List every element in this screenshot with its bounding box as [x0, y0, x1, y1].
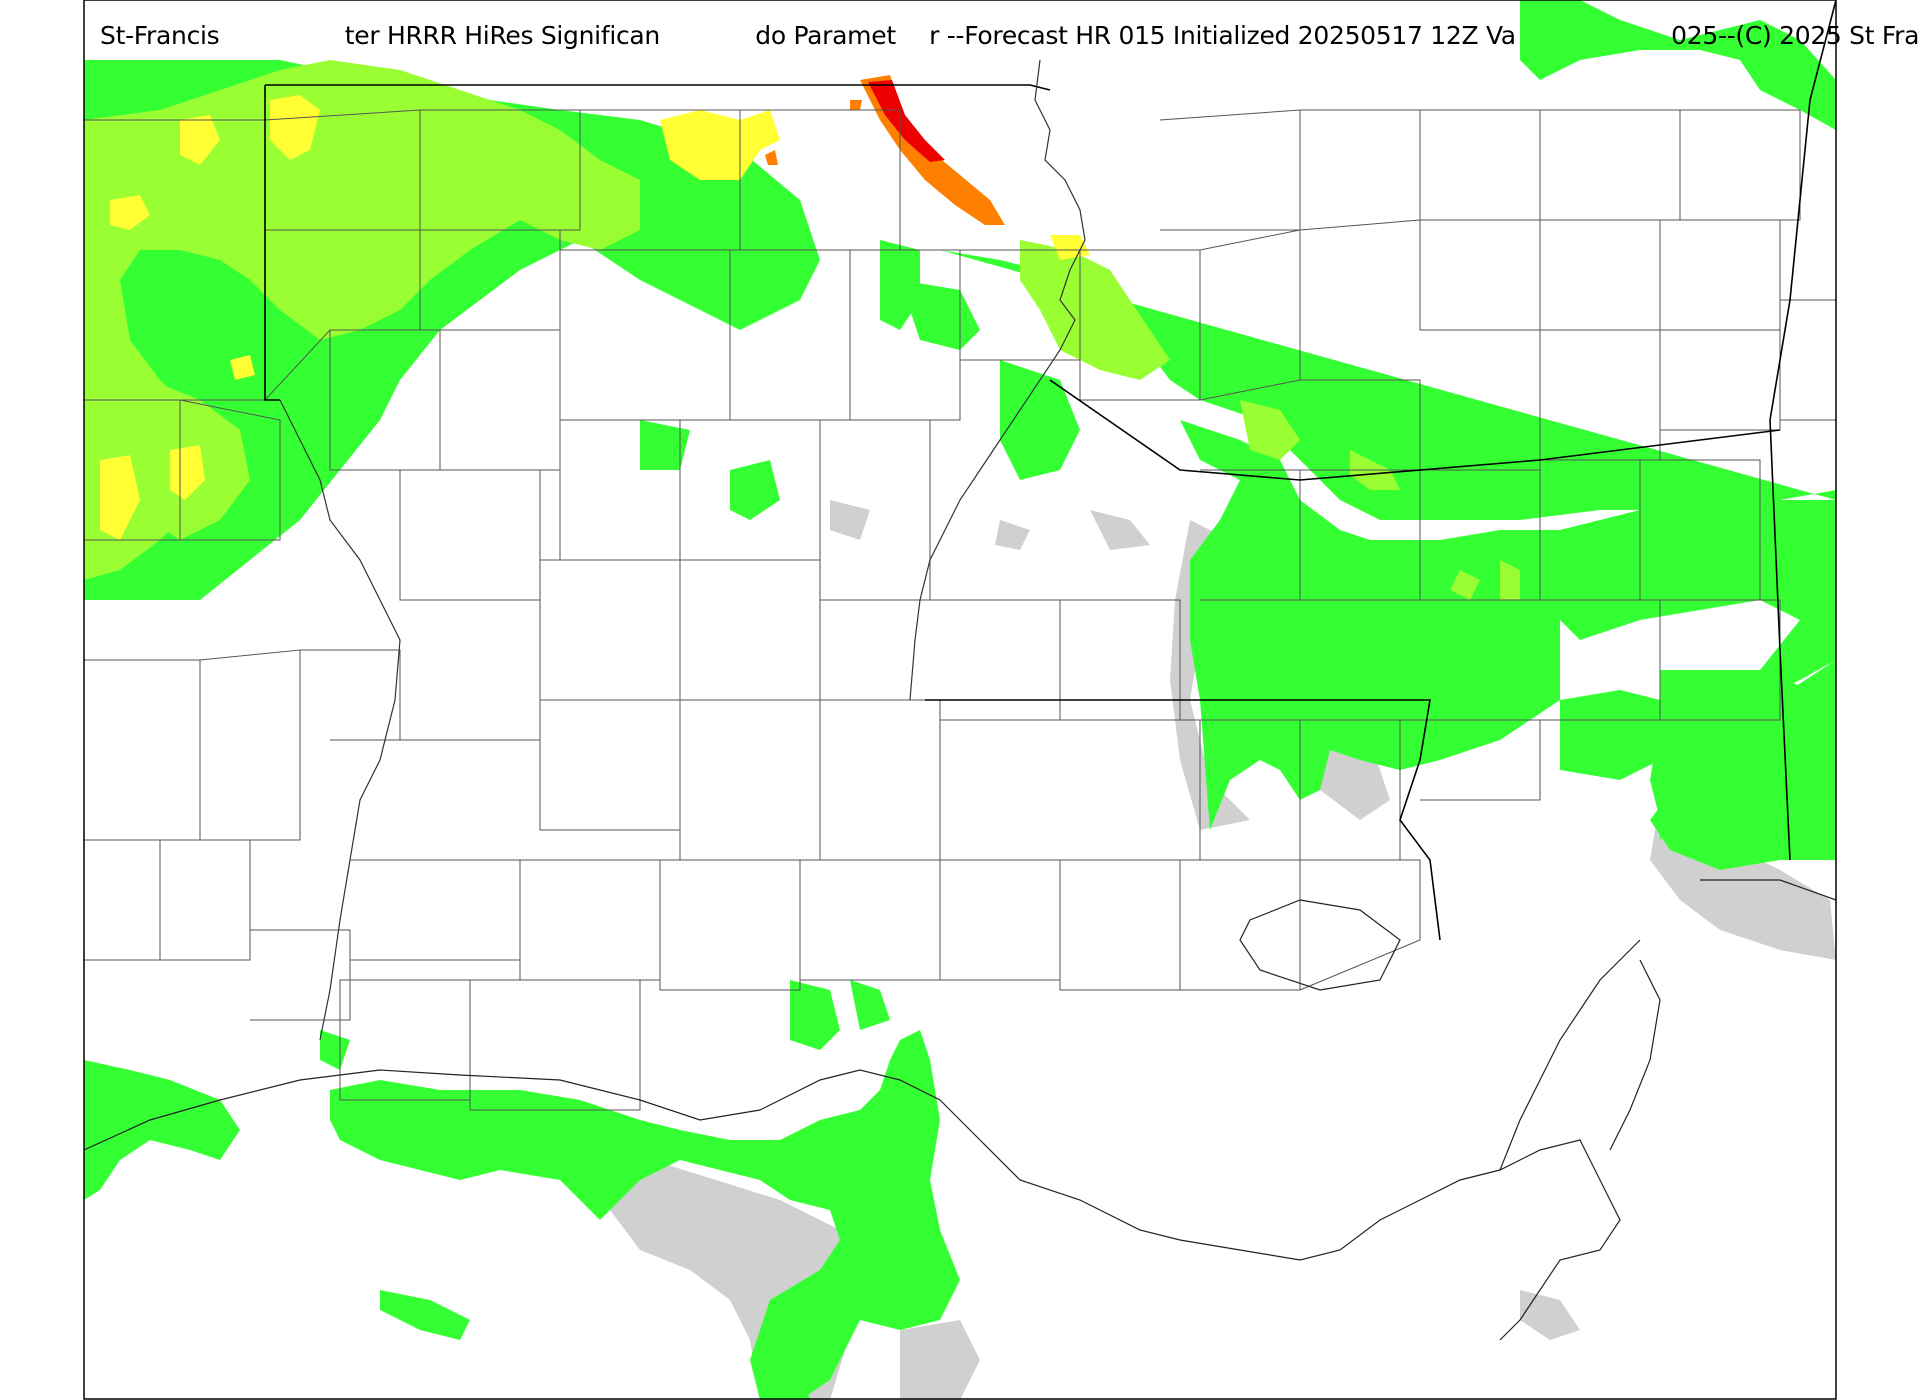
title-segment-4: r --Forecast HR 015 Initialized 20250517…	[929, 21, 1516, 50]
title-segment-1: St-Francis	[100, 21, 220, 50]
title-segment-2: ter HRRR HiRes Significan	[344, 21, 661, 50]
county-boundaries	[84, 109, 1836, 1111]
river-line	[279, 59, 1086, 1041]
title-segment-3: do Paramet	[755, 21, 896, 50]
high-value-contour-layer	[765, 75, 1005, 225]
map-border	[83, 0, 1837, 1400]
map-title: St-Francis ter HRRR HiRes Significan do …	[100, 16, 1920, 56]
yellow-contour-layer	[100, 95, 1090, 540]
coastline	[83, 879, 1837, 1341]
state-boundaries	[264, 0, 1837, 941]
title-segment-5: 025--(C) 2025 St Fran	[1671, 21, 1920, 50]
